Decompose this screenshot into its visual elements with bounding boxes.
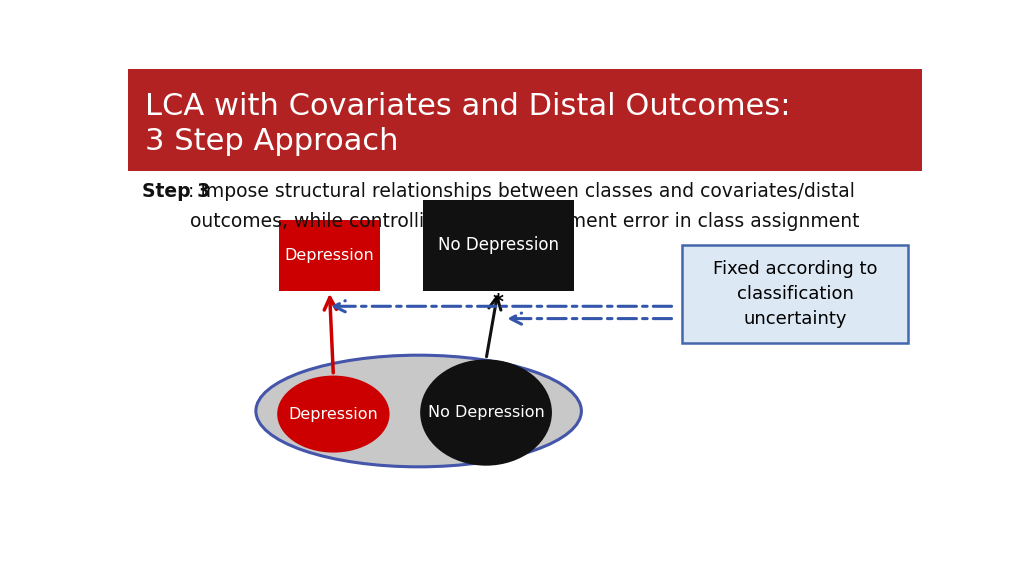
Text: outcomes, while controlling for measurement error in class assignment: outcomes, while controlling for measurem…	[190, 213, 859, 232]
FancyBboxPatch shape	[280, 220, 380, 291]
Text: *: *	[493, 293, 504, 313]
Text: Depression: Depression	[289, 407, 378, 422]
FancyBboxPatch shape	[128, 69, 922, 170]
Text: No Depression: No Depression	[428, 405, 545, 420]
Ellipse shape	[278, 376, 389, 453]
Ellipse shape	[256, 355, 582, 467]
FancyBboxPatch shape	[423, 200, 573, 291]
Text: LCA with Covariates and Distal Outcomes:: LCA with Covariates and Distal Outcomes:	[145, 92, 791, 121]
Text: No Depression: No Depression	[437, 237, 558, 255]
FancyBboxPatch shape	[682, 245, 908, 343]
Text: Step 3: Step 3	[142, 181, 210, 200]
Ellipse shape	[420, 359, 552, 465]
Text: : Impose structural relationships between classes and covariates/distal: : Impose structural relationships betwee…	[188, 181, 855, 200]
Text: Depression: Depression	[285, 248, 375, 263]
Text: 3 Step Approach: 3 Step Approach	[145, 127, 398, 156]
Text: Fixed according to
classification
uncertainty: Fixed according to classification uncert…	[713, 260, 878, 328]
